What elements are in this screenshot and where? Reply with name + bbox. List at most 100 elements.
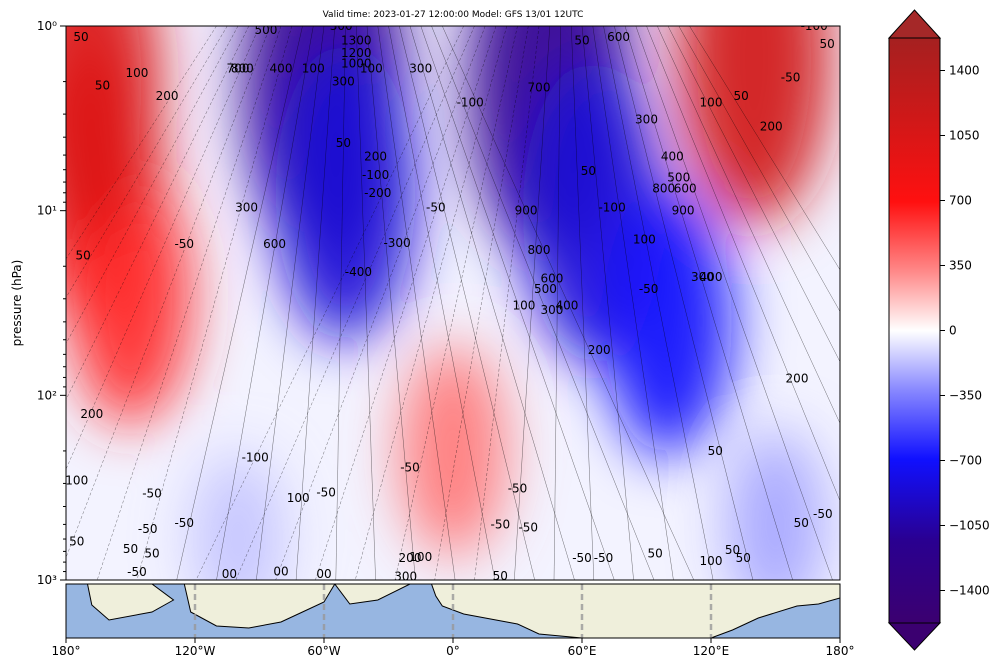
contour-line xyxy=(195,26,464,580)
contour-label: -50 xyxy=(594,551,614,565)
contour-line xyxy=(377,26,456,580)
contour-line xyxy=(420,26,615,580)
x-tick-label: 180° xyxy=(826,644,855,658)
contour-label: 800 xyxy=(231,62,254,76)
contour-label: 50 xyxy=(819,37,834,51)
contour-label: 200 xyxy=(156,89,179,103)
colorbar: −1400 −1050 −700 −350 0 350 700 1050 1400 xyxy=(887,9,990,651)
contour-label: 200 xyxy=(80,407,103,421)
contour-line xyxy=(431,26,655,580)
contour-line xyxy=(571,26,595,580)
contour-line xyxy=(275,26,486,580)
contour-label: 300 xyxy=(330,19,353,33)
contour-label: 50 xyxy=(574,34,589,48)
contour-label: 300 xyxy=(332,75,355,89)
contour-line xyxy=(335,26,346,580)
contour-label: 200 xyxy=(399,551,422,565)
contour-line xyxy=(295,26,336,580)
contour-label: 100 xyxy=(512,299,535,313)
field-blob xyxy=(66,26,161,240)
contour-label: 400 xyxy=(270,62,293,76)
colorbar-tick-label: −350 xyxy=(949,389,982,403)
heatmap-field xyxy=(66,26,840,580)
contour-label: 100 xyxy=(125,66,148,80)
contour-line xyxy=(434,26,529,580)
contour-label: 50 xyxy=(647,547,662,561)
field-blob xyxy=(275,42,416,343)
contour-label: 400 xyxy=(700,270,723,284)
contour-label: -100 xyxy=(457,96,484,110)
colorbar-tick-label: −1050 xyxy=(949,519,990,533)
land-mass xyxy=(334,584,411,605)
contour-line xyxy=(216,26,314,580)
contour-label: 700 xyxy=(227,62,250,76)
contour-label: 100 xyxy=(700,96,723,110)
contour-label: 900 xyxy=(672,204,695,218)
world-map-strip xyxy=(65,583,841,639)
contour-label: -50 xyxy=(508,482,528,496)
contour-line xyxy=(614,26,754,580)
contour-label: 600 xyxy=(607,30,630,44)
contour-label: -100 xyxy=(801,19,828,33)
x-tick-label: 180° xyxy=(52,644,81,658)
contour-label: 50 xyxy=(736,551,751,565)
contour-line xyxy=(553,26,561,580)
contour-label: 900 xyxy=(515,204,538,218)
x-axis: 180° 120°W 60°W 0° 60°E 120°E 180° xyxy=(52,638,855,658)
contour-label: 50 xyxy=(69,535,84,549)
x-tick-label: 0° xyxy=(446,644,460,658)
field-blob xyxy=(726,430,825,580)
contour-label: 50 xyxy=(144,547,159,561)
contour-line xyxy=(66,26,228,299)
x-tick-label: 60°W xyxy=(307,644,340,658)
contour-line xyxy=(96,26,282,580)
colorbar-extend-top xyxy=(887,9,942,39)
contour-label: -50 xyxy=(138,522,158,536)
contour-label: 50 xyxy=(336,136,351,150)
contour-label: -50 xyxy=(813,507,833,521)
contour-label: 50 xyxy=(95,79,110,93)
chart-title: Valid time: 2023-01-27 12:00:00 Model: G… xyxy=(323,10,584,20)
contour-line xyxy=(66,26,239,345)
colorbar-tick-label: −700 xyxy=(949,454,982,468)
contour-line xyxy=(256,26,325,580)
contour-label: -400 xyxy=(345,265,372,279)
contour-line xyxy=(514,26,551,580)
y-tick-label: 10² xyxy=(37,388,57,402)
contour-label: 100 xyxy=(302,62,325,76)
contour-line xyxy=(399,26,535,580)
contour-label: 1000 xyxy=(341,57,372,71)
contour-label: -50 xyxy=(781,70,801,84)
field-blob xyxy=(604,187,732,456)
contour-line xyxy=(474,26,540,580)
contour-label: 300 xyxy=(635,112,658,126)
contour-line xyxy=(635,26,833,580)
contour-label: 200 xyxy=(786,371,809,385)
contour-line xyxy=(356,26,376,580)
contour-label: 100 xyxy=(409,550,432,564)
contour-line xyxy=(176,26,303,580)
contour-label: -50 xyxy=(400,461,420,475)
contour-label: 50 xyxy=(73,30,88,44)
contour-label: 300 xyxy=(691,270,714,284)
contour-label: 600 xyxy=(674,182,697,196)
contour-label: 50 xyxy=(493,569,508,583)
contour-label: 50 xyxy=(708,444,723,458)
colorbar-tick-label: 350 xyxy=(949,259,972,273)
contour-label: 50 xyxy=(123,542,138,556)
contour-line xyxy=(657,26,840,424)
contour-line xyxy=(667,26,840,363)
contour-label: -50 xyxy=(174,516,194,530)
y-tick-label: 10³ xyxy=(37,573,57,587)
contour-line xyxy=(678,26,840,313)
contour-label: 500 xyxy=(534,282,557,296)
contour-label: -50 xyxy=(426,200,446,214)
contour-label: 400 xyxy=(555,299,578,313)
colorbar-extend-bottom xyxy=(887,622,942,651)
contour-label: 100 xyxy=(360,62,383,76)
contour-label: 00 xyxy=(316,567,331,581)
y-tick-label: 10⁰ xyxy=(37,19,57,33)
contour-line xyxy=(581,26,634,580)
